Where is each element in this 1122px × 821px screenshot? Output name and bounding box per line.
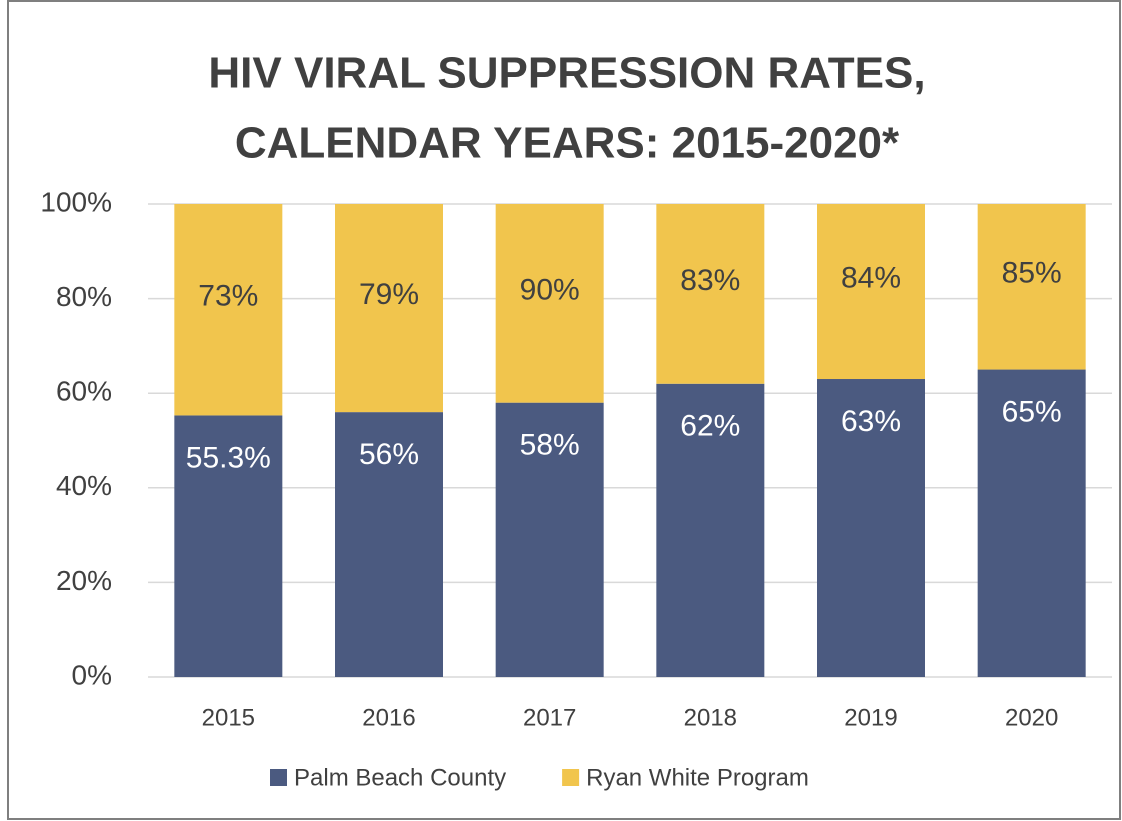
bar-segment [335, 412, 443, 677]
data-label: 84% [841, 261, 901, 294]
data-label: 58% [520, 429, 580, 462]
bar-segment [977, 369, 1086, 677]
x-tick-label: 2017 [523, 704, 576, 731]
bar-segment [495, 402, 604, 677]
data-label: 62% [680, 410, 740, 443]
data-label: 90% [520, 273, 580, 306]
plot-area [174, 204, 1086, 677]
y-tick-label: 20% [56, 565, 112, 596]
y-tick-label: 80% [56, 281, 112, 312]
x-tick-label: 2020 [1005, 704, 1058, 731]
x-tick-label: 2016 [362, 704, 415, 731]
bar-segment [656, 383, 765, 677]
chart-title: HIV VIRAL SUPPRESSION RATES, [208, 49, 925, 98]
x-tick-label: 2018 [684, 704, 737, 731]
legend-swatch [270, 769, 287, 786]
bar-segment [495, 204, 604, 403]
bar-segment [817, 379, 925, 677]
data-label: 83% [680, 264, 740, 297]
bar-segment [174, 204, 283, 416]
bar-segment [977, 204, 1086, 370]
bar-segment [817, 204, 925, 380]
data-label: 65% [1002, 395, 1062, 428]
legend-label: Palm Beach County [294, 764, 506, 791]
legend-swatch [562, 769, 580, 786]
x-tick-label: 2019 [844, 704, 897, 731]
data-label: 55.3% [186, 441, 271, 474]
y-tick-label: 60% [56, 376, 112, 407]
bar-segment [335, 204, 443, 413]
y-tick-label: 0% [72, 659, 112, 690]
x-tick-label: 2015 [202, 704, 255, 731]
data-label: 63% [841, 405, 901, 438]
y-tick-label: 40% [56, 470, 112, 501]
bar-segment [174, 415, 283, 677]
bar-segment [656, 204, 765, 384]
data-label: 56% [359, 438, 419, 471]
data-label: 73% [198, 280, 258, 313]
legend-label: Ryan White Program [586, 764, 809, 791]
chart-title: CALENDAR YEARS: 2015-2020* [235, 119, 900, 168]
data-label: 85% [1002, 257, 1062, 290]
y-tick-label: 100% [40, 186, 112, 217]
data-label: 79% [359, 278, 419, 311]
